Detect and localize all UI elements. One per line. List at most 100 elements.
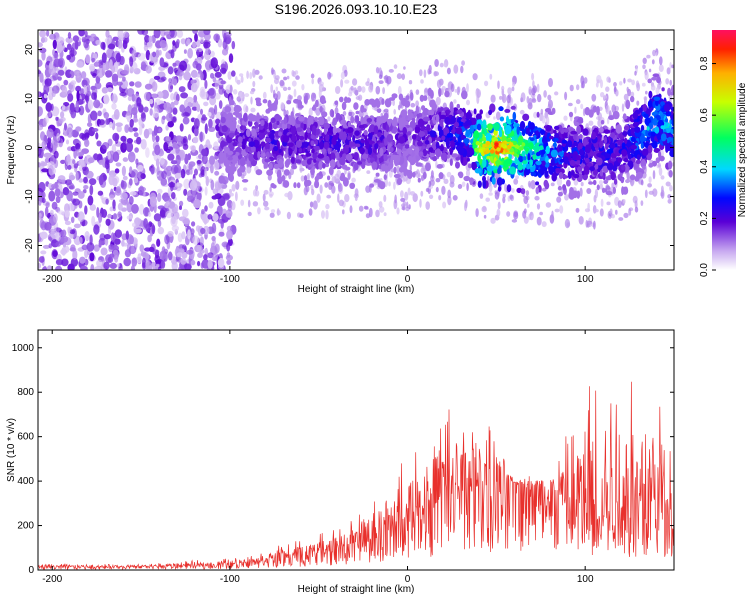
spectrogram-cell <box>165 210 173 219</box>
spectrogram-cell <box>554 137 559 142</box>
spectrogram-cell <box>203 41 211 49</box>
spectrogram-cell <box>393 64 398 69</box>
spectrogram-cell <box>112 199 116 209</box>
spectrogram-cell <box>568 111 574 118</box>
spectrogram-cell <box>76 90 80 102</box>
spectrogram-cell <box>531 98 537 103</box>
spectrogram-cell <box>61 229 67 238</box>
spectrogram-cell <box>392 119 398 127</box>
spectrogram-cell <box>112 36 119 41</box>
spectrogram-cell <box>331 176 337 183</box>
spectrogram-cell <box>450 83 455 92</box>
spectrogram-cell <box>67 146 73 151</box>
spectrogram-cell <box>203 30 211 36</box>
spectrogram-cell <box>512 111 517 121</box>
spectrogram-cell <box>75 171 79 181</box>
spectrogram-cell <box>79 88 85 95</box>
spectrogram-cell <box>228 53 234 64</box>
spectrogram-cell <box>199 236 204 247</box>
spectrogram-cell <box>312 125 317 135</box>
spectrogram-cell <box>451 116 456 124</box>
spectrogram-cell <box>634 70 637 76</box>
spectrogram-cell <box>93 153 99 161</box>
spectrogram-cell <box>411 134 417 140</box>
spectrogram-cell <box>630 95 635 103</box>
spectrogram-cell <box>140 139 147 150</box>
spectrogram-cell <box>39 231 48 240</box>
spectrogram-cell <box>420 190 424 197</box>
spectrogram-cell <box>258 131 266 139</box>
x-tick-label: 100 <box>577 274 594 285</box>
spectrogram-cell <box>212 251 219 261</box>
spectrogram-cell <box>254 121 259 130</box>
spectrogram-cell <box>609 143 616 149</box>
spectrogram-cell <box>89 252 95 262</box>
spectrogram-cell <box>67 226 71 234</box>
spectrogram-cell <box>541 221 547 228</box>
spectrogram-cell <box>160 177 168 186</box>
spectrogram-cell <box>81 244 89 251</box>
spectrogram-cell <box>67 32 72 39</box>
spectrogram-cell <box>644 71 649 81</box>
spectrogram-cell <box>345 153 353 161</box>
spectrogram-cell <box>289 168 294 176</box>
spectrogram-cell <box>86 242 95 252</box>
spectrogram-cell <box>273 153 277 158</box>
spectrogram-cell <box>641 82 646 87</box>
spectrogram-cell <box>396 73 402 80</box>
spectrogram-cell <box>535 160 542 166</box>
spectrogram-cell <box>631 79 635 86</box>
spectrogram-cell <box>200 72 204 81</box>
spectrogram-cell <box>438 87 442 98</box>
spectrogram-cell <box>525 190 530 196</box>
spectrogram-cell <box>40 250 47 255</box>
spectrogram-cell <box>378 74 383 80</box>
spectrogram-cell <box>245 128 251 138</box>
spectrogram-cell <box>187 101 193 108</box>
spectrogram-cell <box>342 209 345 215</box>
spectrogram-cell <box>233 89 238 95</box>
spectrogram-cell <box>130 169 139 178</box>
spectrogram-cell <box>287 191 293 201</box>
spectrogram-cell <box>265 151 270 159</box>
spectrogram-cell <box>314 139 319 146</box>
spectrogram-cell <box>250 96 253 105</box>
spectrogram-cell <box>325 203 330 210</box>
spectrogram-cell <box>169 30 175 38</box>
figure-title: S196.2026.093.10.10.E23 <box>275 1 438 17</box>
spectrogram-cell <box>410 102 416 108</box>
spectrogram-cell <box>239 165 246 173</box>
spectrogram-cell <box>545 155 549 163</box>
spectrogram-cell <box>69 49 77 57</box>
spectrogram-cell <box>139 244 145 253</box>
spectrogram-cell <box>117 39 123 49</box>
spectrogram-cell <box>475 141 480 146</box>
spectrogram-cell <box>93 244 100 252</box>
spectrogram-cell <box>122 76 126 82</box>
spectrogram-cell <box>580 75 585 85</box>
spectrogram-cell <box>241 143 246 150</box>
spectrogram-cell <box>323 122 331 129</box>
spectrogram-cell <box>392 99 395 106</box>
spectrogram-cell <box>165 200 170 206</box>
spectrogram-cell <box>160 157 165 165</box>
spectrogram-cell <box>642 103 647 112</box>
spectrogram-cell <box>652 188 658 197</box>
spectrogram-cell <box>383 212 387 217</box>
spectrogram-cell <box>325 134 330 142</box>
spectrogram-cell <box>383 153 388 162</box>
spectrogram-cell <box>568 190 575 200</box>
spectrogram-cell <box>580 103 584 110</box>
spectrogram-cell <box>494 142 499 147</box>
spectrogram-cell <box>618 217 624 221</box>
spectrogram-cell <box>95 132 99 140</box>
spectrogram-cell <box>70 216 75 223</box>
spectrogram-cell <box>240 199 245 206</box>
spectrogram-cell <box>51 90 56 98</box>
spectrogram-cell <box>170 49 175 59</box>
spectrogram-cell <box>120 180 127 190</box>
spectrogram-cell <box>352 78 358 86</box>
spectrogram-cell <box>523 208 527 214</box>
spectrogram-cell <box>553 129 557 134</box>
spectrogram-cell <box>182 208 189 218</box>
